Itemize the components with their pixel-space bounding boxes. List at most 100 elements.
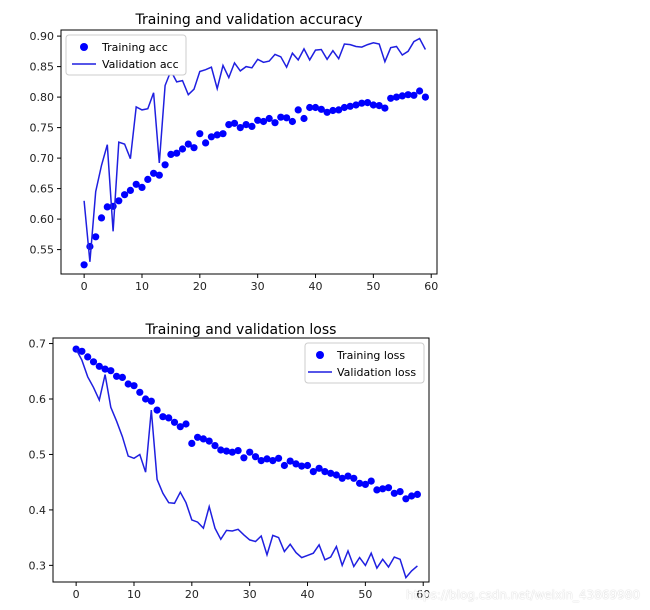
loss-xtick-label: 20 (185, 588, 199, 601)
accuracy-xtick-label: 60 (424, 280, 438, 293)
accuracy-training-point (340, 103, 348, 112)
loss-training-point (153, 406, 161, 414)
loss-xtick-label: 50 (358, 588, 372, 601)
loss-training-point (361, 480, 369, 488)
loss-training-point (101, 365, 109, 373)
loss-validation-line (75, 348, 418, 580)
accuracy-training-point (126, 186, 134, 194)
accuracy-training-point (92, 233, 100, 241)
loss-training-point (194, 433, 202, 441)
accuracy-training-point (184, 140, 192, 148)
accuracy-training-point (155, 171, 163, 179)
loss-training-point (344, 472, 352, 480)
accuracy-training-point (404, 91, 412, 99)
loss-training-point (84, 353, 92, 361)
accuracy-ytick-label: 0.55 (30, 244, 55, 257)
loss-legend: Training loss Validation loss (304, 342, 425, 384)
loss-xtick-label: 40 (301, 588, 315, 601)
accuracy-training-point (230, 119, 239, 127)
accuracy-training-point (381, 104, 389, 112)
accuracy-training-point (346, 102, 354, 110)
accuracy-training-point (335, 106, 343, 114)
accuracy-validation-line (83, 37, 427, 262)
accuracy-training-point (144, 175, 152, 183)
accuracy-training-point (311, 103, 320, 112)
loss-training-point (373, 486, 381, 494)
loss-training-point (217, 446, 225, 454)
loss-training-point (263, 455, 271, 463)
accuracy-training-point (254, 116, 262, 124)
loss-training-point (205, 437, 213, 445)
loss-training-point (113, 372, 121, 380)
accuracy-xtick-label: 30 (251, 280, 265, 293)
loss-training-point (211, 442, 219, 450)
accuracy-training-point (352, 101, 360, 109)
accuracy-ytick-label: 0.70 (30, 152, 55, 165)
loss-training-point (222, 447, 231, 455)
accuracy-ytick-label: 0.60 (30, 213, 55, 226)
accuracy-ytick-label: 0.65 (30, 183, 55, 196)
accuracy-xtick-label: 40 (309, 280, 323, 293)
loss-training-point (350, 474, 358, 482)
accuracy-training-point (242, 121, 250, 129)
accuracy-training-point (392, 93, 401, 101)
accuracy-training-point (421, 93, 429, 101)
accuracy-training-point (236, 124, 244, 132)
loss-training-point (413, 490, 421, 498)
accuracy-chart-title: Training and validation accuracy (134, 12, 362, 28)
accuracy-training-point (317, 105, 325, 113)
accuracy-ytick-label: 0.90 (30, 30, 55, 43)
loss-training-point (338, 474, 346, 482)
accuracy-training-point (288, 117, 296, 126)
loss-legend-train-marker (316, 351, 324, 359)
accuracy-training-point (86, 242, 94, 251)
accuracy-training-point (80, 261, 88, 269)
accuracy-training-point (398, 92, 406, 100)
accuracy-training-point (196, 130, 204, 138)
loss-ytick-label: 0.5 (29, 448, 47, 461)
loss-training-point (228, 448, 236, 456)
loss-training-point (367, 477, 375, 485)
accuracy-legend-train-label: Training acc (101, 41, 168, 54)
loss-training-point (408, 492, 416, 500)
accuracy-training-point (294, 106, 302, 114)
accuracy-training-point (265, 114, 273, 123)
accuracy-training-point (121, 191, 129, 199)
loss-training-point (89, 358, 98, 366)
accuracy-training-point (190, 144, 198, 152)
accuracy-training-point (323, 108, 331, 116)
loss-chart-title: Training and validation loss (145, 322, 337, 338)
accuracy-axis-ticks: 0 10 20 30 40 50 60 0.55 0.60 0.65 0.70 0.75 0.80 0.8… (30, 30, 439, 293)
loss-training-point (327, 469, 335, 477)
loss-xtick-label: 0 (73, 588, 80, 601)
accuracy-training-point (103, 203, 111, 211)
accuracy-xtick-label: 0 (81, 280, 88, 293)
loss-training-point (280, 461, 288, 470)
accuracy-training-point (271, 119, 279, 127)
loss-training-point (384, 484, 393, 492)
loss-training-point (298, 462, 306, 470)
loss-training-point (286, 457, 294, 465)
loss-training-point (315, 464, 323, 472)
loss-training-point (159, 413, 167, 421)
accuracy-training-point (150, 169, 158, 177)
accuracy-xtick-label: 50 (366, 280, 380, 293)
loss-training-point (332, 471, 340, 479)
loss-training-point (199, 435, 207, 443)
loss-training-point (321, 468, 329, 476)
loss-training-point (379, 485, 387, 493)
loss-training-point (95, 362, 103, 370)
loss-xtick-label: 10 (127, 588, 141, 601)
loss-training-point (303, 461, 312, 470)
accuracy-training-point (167, 150, 175, 158)
accuracy-legend: Training acc Validation acc (65, 34, 187, 76)
loss-training-point (182, 420, 190, 428)
accuracy-series (80, 37, 429, 269)
loss-training-point (402, 495, 410, 503)
accuracy-training-point (161, 161, 169, 169)
accuracy-training-point (387, 94, 395, 102)
loss-ytick-label: 0.6 (29, 393, 47, 406)
accuracy-training-point (375, 102, 383, 110)
loss-training-point (107, 367, 115, 375)
loss-chart: Training and validation loss 0 10 20 30 40 50… (29, 322, 431, 601)
